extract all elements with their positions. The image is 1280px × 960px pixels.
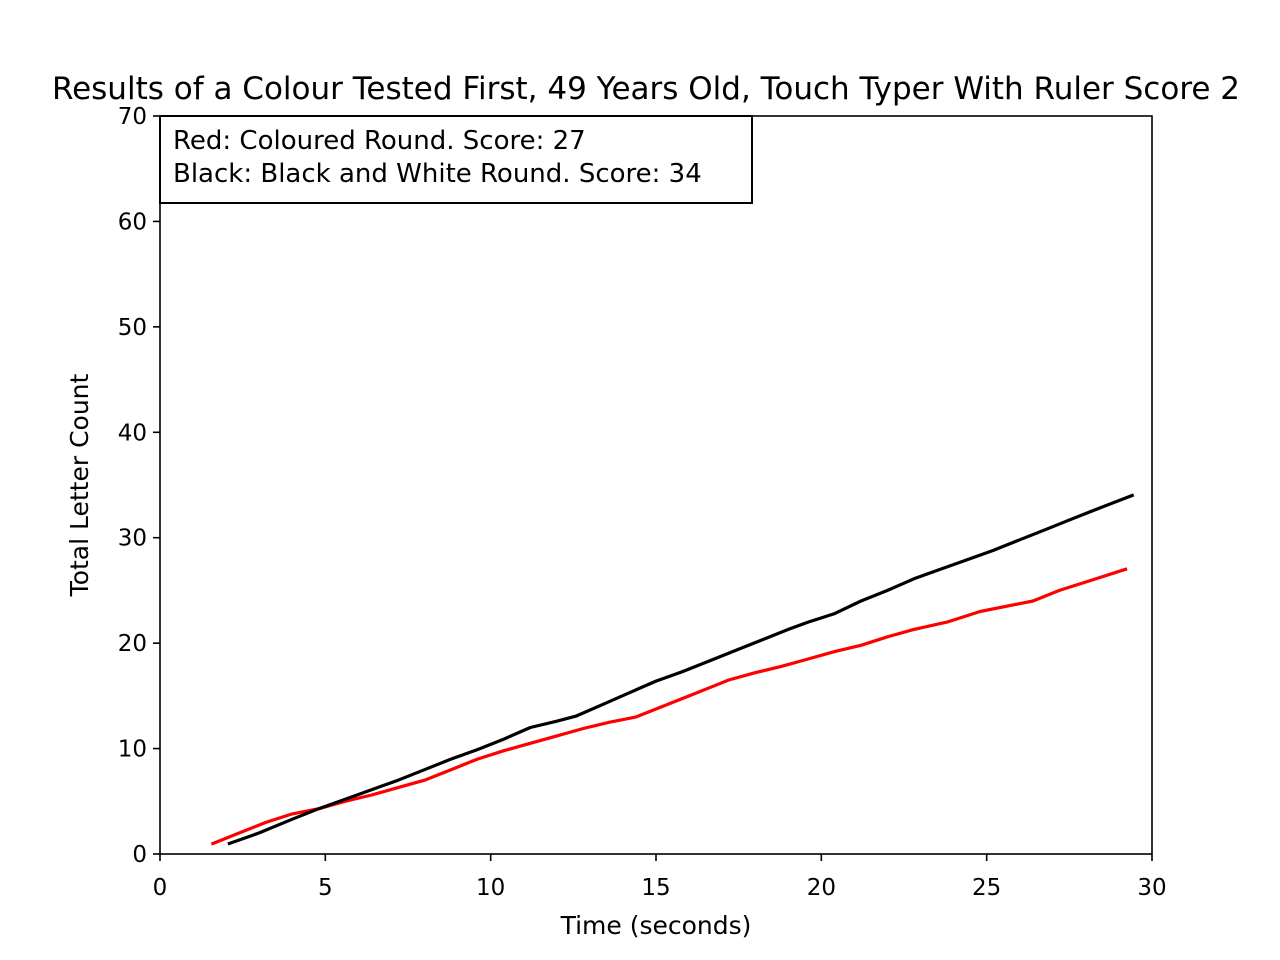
- x-tick-label: 5: [318, 875, 333, 901]
- x-tick-label: 10: [476, 875, 505, 901]
- y-tick-label: 40: [118, 420, 147, 446]
- series-layer: [210, 493, 1135, 846]
- legend-frame: [159, 115, 753, 204]
- x-tick-label: 25: [972, 875, 1001, 901]
- legend-line-red: Red: Coloured Round. Score: 27: [173, 126, 586, 156]
- legend-line-black: Black: Black and White Round. Score: 34: [173, 159, 702, 189]
- x-tick-label: 30: [1137, 875, 1166, 901]
- chart-title: Results of a Colour Tested First, 49 Yea…: [52, 71, 1240, 107]
- y-tick-label: 20: [118, 631, 147, 657]
- y-tick-label: 60: [118, 209, 147, 235]
- plot-area: 0 5 10 15 20 25 30 0 10 20 30 40 50 60 70: [118, 104, 1167, 901]
- x-tick-label: 0: [153, 875, 168, 901]
- y-tick-label: 0: [132, 842, 147, 868]
- series-line-0: [210, 567, 1128, 846]
- legend-box: Red: Coloured Round. Score: 27 Black: Bl…: [159, 115, 753, 204]
- y-tick-label: 30: [118, 526, 147, 552]
- y-tick-label: 70: [118, 104, 147, 130]
- y-axis-label: Total Letter Count: [65, 373, 94, 597]
- x-tick-label: 15: [641, 875, 670, 901]
- series-line-1: [227, 493, 1135, 846]
- x-axis-label: Time (seconds): [560, 911, 752, 940]
- y-tick-label: 50: [118, 315, 147, 341]
- x-axis-ticks: 0 5 10 15 20 25 30: [153, 854, 1167, 901]
- y-tick-label: 10: [118, 737, 147, 763]
- y-axis-ticks: 0 10 20 30 40 50 60 70: [118, 104, 160, 868]
- x-tick-label: 20: [807, 875, 836, 901]
